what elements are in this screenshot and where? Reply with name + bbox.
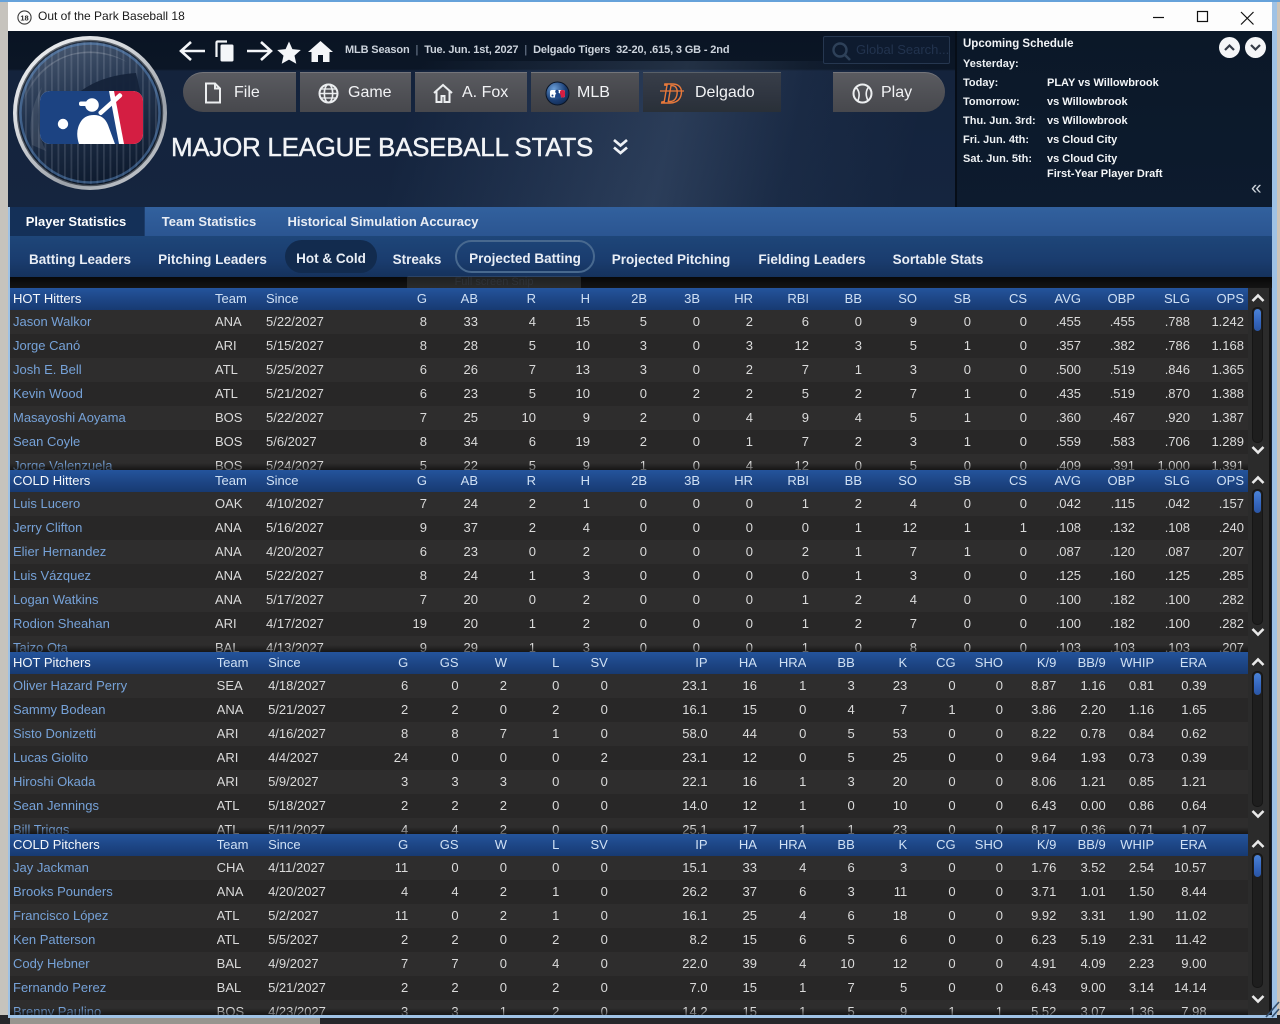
svg-text:D: D [661, 79, 682, 109]
svg-text:18: 18 [20, 14, 28, 23]
